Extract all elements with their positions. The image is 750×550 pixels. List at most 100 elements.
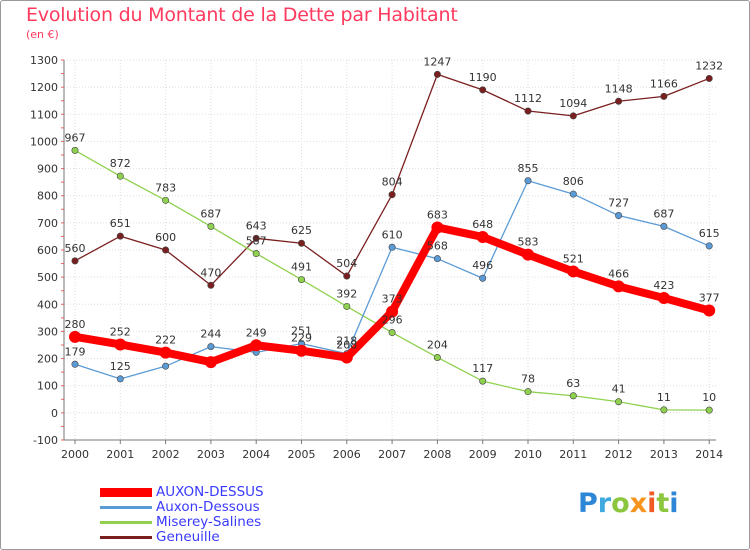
data-label: 1232: [695, 59, 723, 72]
data-label: 625: [291, 224, 312, 237]
data-point: [207, 281, 215, 289]
y-tick-label: 500: [37, 271, 58, 284]
chart-title: Evolution du Montant de la Dette par Hab…: [26, 4, 458, 26]
data-label: 727: [608, 197, 629, 210]
y-tick-label: 300: [37, 325, 58, 338]
data-point: [388, 243, 396, 251]
data-label: 252: [110, 325, 131, 338]
data-label: 491: [291, 261, 312, 274]
line-chart: -100 0 100 200 300 400 500 600 700 800 900 1000 1100…: [30, 54, 723, 461]
data-point: [615, 398, 623, 406]
data-label: 804: [382, 176, 403, 189]
data-point: [162, 362, 170, 370]
x-tick-label: 2003: [197, 448, 225, 461]
data-label: 1148: [605, 82, 633, 95]
x-tick-label: 2013: [650, 448, 678, 461]
data-label: 218: [336, 335, 357, 348]
brand-logo: Proxiti: [578, 488, 679, 519]
y-tick-label: 1000: [30, 135, 58, 148]
x-tick-label: 2009: [469, 448, 497, 461]
data-point: [114, 338, 127, 351]
data-point: [386, 305, 399, 318]
data-label: 373: [382, 293, 403, 306]
y-tick-label: 0: [51, 407, 58, 420]
data-point: [159, 346, 172, 359]
data-label: 504: [336, 257, 357, 270]
data-point: [431, 221, 444, 234]
logo-letter: P: [578, 488, 598, 519]
x-tick-label: 2007: [378, 448, 406, 461]
data-point: [569, 112, 577, 120]
data-point: [703, 304, 716, 317]
data-point: [615, 97, 623, 105]
y-tick-label: 1300: [30, 54, 58, 67]
logo-letter: o: [611, 488, 630, 519]
data-label: 244: [200, 328, 221, 341]
legend-swatch: [100, 521, 152, 524]
data-point: [660, 222, 668, 230]
chart-subtitle: (en €): [26, 28, 59, 41]
data-label: 423: [653, 279, 674, 292]
data-label: 280: [65, 318, 86, 331]
data-point: [295, 344, 308, 357]
x-tick-label: 2005: [288, 448, 316, 461]
x-tick-label: 2004: [242, 448, 270, 461]
data-label: 583: [518, 236, 539, 249]
data-label: 296: [382, 314, 403, 327]
data-label: 967: [65, 131, 86, 144]
data-label: 587: [246, 235, 267, 248]
data-label: 806: [563, 175, 584, 188]
data-label: 179: [65, 345, 86, 358]
data-point: [343, 302, 351, 310]
data-point: [116, 232, 124, 240]
data-point: [433, 70, 441, 78]
data-label: 125: [110, 360, 131, 373]
data-point: [612, 280, 625, 293]
x-tick-label: 2008: [423, 448, 451, 461]
x-tick-label: 2010: [514, 448, 542, 461]
legend-label: Geneuille: [156, 529, 220, 545]
data-point: [250, 339, 263, 352]
y-tick-label: -100: [33, 434, 58, 447]
y-tick-label: 1100: [30, 108, 58, 121]
data-point: [479, 86, 487, 94]
x-tick-label: 2001: [106, 448, 134, 461]
data-label: 496: [472, 259, 493, 272]
data-label: 783: [155, 181, 176, 194]
data-point: [207, 222, 215, 230]
legend-label: AUXON-DESSUS: [156, 484, 264, 500]
data-label: 11: [657, 391, 671, 404]
y-tick-label: 600: [37, 244, 58, 257]
data-point: [705, 74, 713, 82]
data-label: 466: [608, 267, 629, 280]
data-point: [660, 406, 668, 414]
data-label: 117: [472, 362, 493, 375]
data-point: [524, 177, 532, 185]
data-label: 560: [65, 242, 86, 255]
data-label: 683: [427, 208, 448, 221]
data-point: [705, 242, 713, 250]
x-tick-label: 2012: [605, 448, 633, 461]
y-tick-label: 100: [37, 380, 58, 393]
data-point: [433, 255, 441, 263]
y-tick-label: 400: [37, 298, 58, 311]
data-label: 643: [246, 219, 267, 232]
data-label: 610: [382, 228, 403, 241]
data-point: [204, 356, 217, 369]
logo-letter: i: [669, 488, 679, 519]
data-point: [657, 292, 670, 305]
data-label: 687: [200, 207, 221, 220]
data-label: 470: [200, 266, 221, 279]
data-label: 1247: [423, 55, 451, 68]
data-point: [660, 92, 668, 100]
y-tick-label: 800: [37, 190, 58, 203]
data-point: [522, 248, 534, 261]
data-label: 78: [521, 373, 535, 386]
data-point: [388, 191, 396, 199]
y-tick-label: 900: [37, 163, 58, 176]
data-point: [705, 406, 713, 414]
data-label: 600: [155, 231, 176, 244]
data-label: 251: [291, 325, 312, 338]
legend-label: Miserey-Salines: [156, 514, 262, 530]
data-label: 63: [566, 377, 580, 390]
